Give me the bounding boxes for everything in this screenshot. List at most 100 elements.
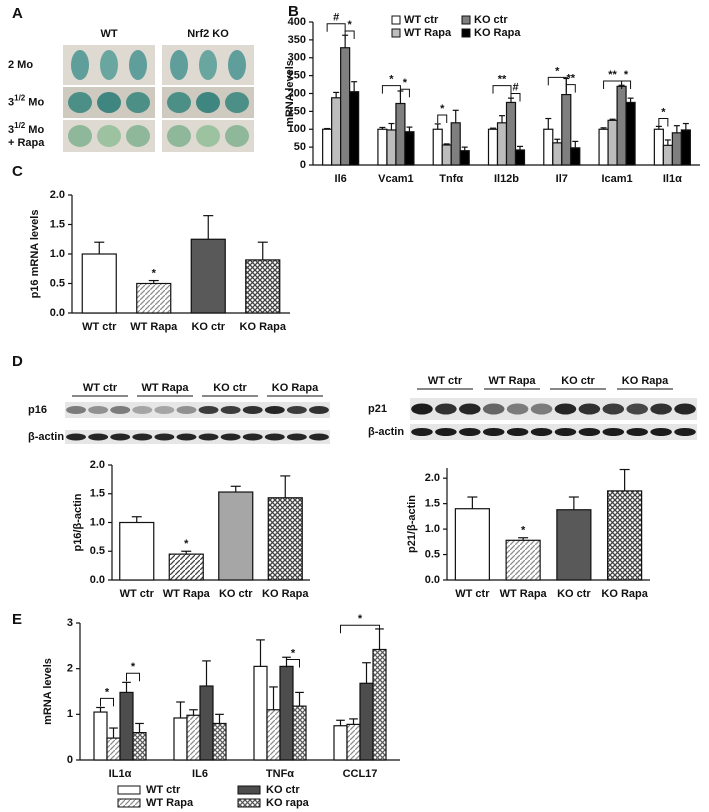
band xyxy=(132,433,153,441)
x-tick-label: KO ctr xyxy=(557,588,591,600)
bar xyxy=(616,85,627,166)
bar xyxy=(106,737,121,761)
bar xyxy=(625,101,636,166)
y-tick-label: 200 xyxy=(288,87,306,99)
lane-label: WT ctr xyxy=(428,375,463,387)
lane-label: WT Rapa xyxy=(141,382,189,394)
significance-label: * xyxy=(403,77,408,89)
band xyxy=(578,403,601,415)
bar xyxy=(190,238,226,314)
tissue xyxy=(97,92,121,113)
tissue xyxy=(129,50,147,80)
y-tick-label: 0 xyxy=(300,159,306,171)
blot-strip xyxy=(410,424,697,440)
band xyxy=(286,433,307,441)
y-axis-label: p16 mRNA levels xyxy=(29,210,41,299)
row-label: 2 Mo xyxy=(8,59,33,71)
band xyxy=(674,403,696,415)
x-tick-label: Il1α xyxy=(663,173,682,185)
row-label-part: Mo xyxy=(25,96,44,108)
significance-label: * xyxy=(521,525,526,537)
y-tick-label: 0.0 xyxy=(90,574,105,586)
band xyxy=(88,433,109,441)
y-tick-label: 1.0 xyxy=(425,523,440,535)
y-tick-label: 100 xyxy=(288,123,306,135)
band-label: β-actin xyxy=(368,426,404,438)
significance-bracket xyxy=(286,659,300,668)
legend-label: KO Rapa xyxy=(474,27,521,39)
y-tick-label: 250 xyxy=(288,70,306,82)
bar xyxy=(459,150,470,166)
y-tick-label: 0.5 xyxy=(425,548,440,560)
y-tick-label: 2 xyxy=(67,663,73,675)
legend-swatch xyxy=(237,798,261,808)
significance-label: ** xyxy=(498,74,507,86)
x-tick-label: KO Rapa xyxy=(240,321,287,333)
tissue xyxy=(225,92,249,113)
legend-label: WT Rapa xyxy=(146,797,194,809)
blot-strip xyxy=(65,402,330,418)
bar xyxy=(349,91,360,166)
legend-swatch xyxy=(117,798,141,808)
significance-bracket xyxy=(658,118,669,127)
bar xyxy=(333,725,348,761)
band xyxy=(411,403,433,415)
bar xyxy=(81,253,117,314)
band xyxy=(264,406,285,414)
band-label: β-actin xyxy=(28,431,64,443)
x-tick-label: KO ctr xyxy=(219,588,253,600)
panel-label: A xyxy=(12,5,23,22)
significance-label: * xyxy=(358,613,363,625)
bar xyxy=(266,709,281,761)
band xyxy=(132,406,153,414)
y-tick-label: 150 xyxy=(288,105,306,117)
significance-bracket xyxy=(126,672,140,682)
tissue xyxy=(126,125,150,147)
column-header: Nrf2 KO xyxy=(187,28,229,40)
tissue xyxy=(170,50,188,80)
band xyxy=(176,433,197,441)
legend-label: WT Rapa xyxy=(404,27,452,39)
bar xyxy=(556,509,592,581)
y-tick-label: 300 xyxy=(288,52,306,64)
bar xyxy=(199,685,214,761)
column-header: WT xyxy=(100,28,117,40)
bar xyxy=(253,665,268,761)
significance-bracket xyxy=(565,84,576,93)
band xyxy=(435,403,457,415)
bar xyxy=(552,142,563,166)
row-label-part: 3 xyxy=(8,96,14,108)
blot-strip xyxy=(410,398,697,420)
row-label-part: 1/2 xyxy=(14,121,26,130)
band xyxy=(198,406,219,414)
tissue xyxy=(228,50,246,80)
bar xyxy=(119,521,155,581)
significance-bracket xyxy=(344,30,355,39)
bar xyxy=(322,128,333,166)
significance-label: * xyxy=(105,686,110,698)
band xyxy=(220,433,241,441)
band xyxy=(674,428,696,436)
legend-label: WT ctr xyxy=(404,14,439,26)
row-label: 31/2 Mo xyxy=(8,94,44,109)
bar xyxy=(132,731,147,761)
band xyxy=(176,406,197,414)
row-label-part: 2 Mo xyxy=(8,59,33,71)
x-tick-label: Tnfα xyxy=(439,173,463,185)
bar xyxy=(93,711,108,761)
tissue xyxy=(196,125,220,147)
significance-label: * xyxy=(348,19,353,31)
y-tick-label: 400 xyxy=(288,16,306,28)
bar xyxy=(662,144,673,166)
bar xyxy=(598,128,609,166)
significance-bracket xyxy=(492,85,512,94)
bar xyxy=(346,723,361,761)
band xyxy=(264,433,285,441)
x-tick-label: IL6 xyxy=(192,768,208,780)
x-tick-label: Il6 xyxy=(335,173,347,185)
lane-label: WT Rapa xyxy=(488,375,536,387)
y-axis-label: mRNA levels xyxy=(42,658,54,725)
band xyxy=(650,403,672,415)
band-label: p21 xyxy=(368,403,387,415)
